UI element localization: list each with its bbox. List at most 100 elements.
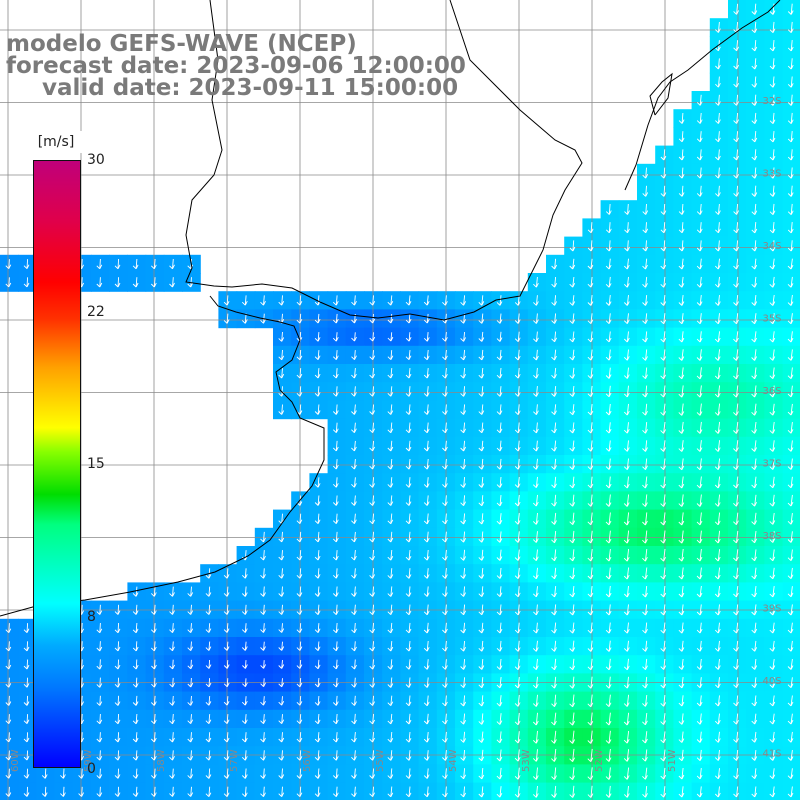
wind-arrow bbox=[551, 567, 557, 580]
wind-arrow bbox=[787, 367, 794, 380]
wind-arrow bbox=[605, 604, 612, 616]
wind-arrow bbox=[351, 513, 357, 525]
wind-arrow bbox=[678, 640, 685, 652]
wind-arrow bbox=[223, 714, 230, 725]
wind-arrow bbox=[642, 367, 648, 380]
wind-arrow bbox=[478, 604, 485, 616]
wind-arrow bbox=[442, 549, 448, 561]
wind-arrow bbox=[787, 403, 794, 416]
wind-arrow bbox=[532, 531, 539, 543]
wind-arrow bbox=[551, 313, 558, 324]
wind-arrow bbox=[496, 586, 503, 598]
wind-arrow bbox=[642, 240, 649, 252]
wind-arrow bbox=[605, 240, 612, 252]
wind-arrow bbox=[369, 786, 376, 798]
wind-arrow bbox=[169, 586, 175, 597]
wind-arrow bbox=[405, 440, 412, 452]
wind-arrow bbox=[642, 676, 648, 689]
wind-arrow bbox=[223, 604, 230, 615]
wind-arrow bbox=[569, 730, 576, 744]
wind-arrow bbox=[423, 313, 430, 324]
wind-arrow bbox=[332, 550, 339, 561]
wind-arrow bbox=[605, 276, 612, 288]
wind-arrow bbox=[405, 368, 412, 379]
wind-arrow bbox=[132, 277, 139, 288]
wind-arrow bbox=[678, 276, 685, 288]
wind-arrow bbox=[460, 349, 467, 361]
wind-arrow bbox=[260, 623, 266, 633]
wind-arrow bbox=[460, 404, 467, 415]
wind-arrow bbox=[478, 586, 485, 598]
wind-arrow bbox=[714, 331, 721, 343]
wind-arrow bbox=[132, 713, 139, 725]
wind-arrow bbox=[769, 58, 776, 70]
wind-arrow bbox=[660, 658, 667, 670]
wind-arrow bbox=[533, 422, 539, 434]
wind-arrow bbox=[769, 750, 776, 761]
wind-arrow bbox=[733, 3, 740, 15]
wind-arrow bbox=[787, 440, 794, 452]
wind-arrow bbox=[442, 713, 448, 725]
wind-arrow bbox=[751, 567, 758, 580]
wind-arrow bbox=[514, 458, 521, 470]
wind-arrow bbox=[169, 641, 175, 652]
wind-arrow bbox=[150, 586, 157, 597]
wind-arrow bbox=[5, 714, 12, 725]
wind-arrow bbox=[733, 331, 739, 343]
wind-arrow bbox=[751, 58, 758, 70]
lon-label: 57W bbox=[229, 749, 240, 772]
wind-arrow bbox=[623, 349, 630, 361]
wind-arrow bbox=[150, 750, 157, 761]
wind-arrow bbox=[278, 349, 285, 361]
wind-arrow bbox=[114, 750, 121, 761]
wind-arrow bbox=[187, 768, 194, 779]
wind-arrow bbox=[405, 458, 412, 470]
wind-arrow bbox=[423, 495, 430, 506]
wind-arrow bbox=[314, 404, 321, 415]
wind-arrow bbox=[733, 695, 739, 707]
wind-arrow bbox=[423, 586, 430, 597]
wind-arrow bbox=[551, 386, 557, 397]
wind-arrow bbox=[642, 585, 648, 598]
wind-arrow bbox=[332, 695, 339, 706]
wind-arrow bbox=[460, 477, 467, 488]
wind-arrow bbox=[23, 259, 30, 270]
wind-arrow bbox=[678, 167, 685, 179]
wind-arrow bbox=[296, 313, 303, 324]
wind-arrow bbox=[733, 659, 739, 670]
wind-arrow bbox=[678, 567, 685, 580]
wind-arrow bbox=[751, 677, 758, 689]
wind-arrow bbox=[715, 58, 721, 70]
wind-arrow bbox=[533, 604, 539, 616]
wind-arrow bbox=[660, 458, 667, 471]
colorbar-tick-8: 8 bbox=[87, 609, 96, 625]
wind-arrow bbox=[605, 295, 612, 306]
wind-arrow bbox=[733, 440, 739, 452]
wind-arrow bbox=[678, 440, 685, 452]
wind-arrow bbox=[751, 295, 758, 306]
wind-arrow bbox=[587, 730, 594, 744]
wind-arrow bbox=[714, 585, 721, 598]
wind-arrow bbox=[733, 586, 739, 598]
wind-arrow bbox=[769, 421, 776, 434]
wind-arrow bbox=[642, 476, 648, 489]
wind-arrow bbox=[96, 677, 103, 688]
wind-arrow bbox=[678, 530, 685, 544]
wind-arrow bbox=[314, 677, 321, 688]
wind-arrow bbox=[405, 641, 412, 652]
wind-arrow bbox=[787, 349, 794, 361]
wind-arrow bbox=[260, 696, 266, 706]
wind-arrow bbox=[496, 495, 503, 507]
lat-label: 34S bbox=[762, 241, 781, 252]
wind-arrow bbox=[733, 313, 739, 325]
wind-arrow bbox=[332, 495, 339, 506]
wind-arrow bbox=[187, 277, 194, 288]
wind-arrow bbox=[514, 386, 521, 397]
wind-arrow bbox=[496, 513, 503, 525]
wind-arrow bbox=[169, 677, 176, 688]
coastline-north bbox=[624, 0, 781, 191]
wind-arrow bbox=[405, 531, 412, 543]
wind-arrow bbox=[660, 512, 667, 526]
wind-arrow bbox=[660, 440, 667, 452]
wind-arrow bbox=[769, 112, 776, 125]
